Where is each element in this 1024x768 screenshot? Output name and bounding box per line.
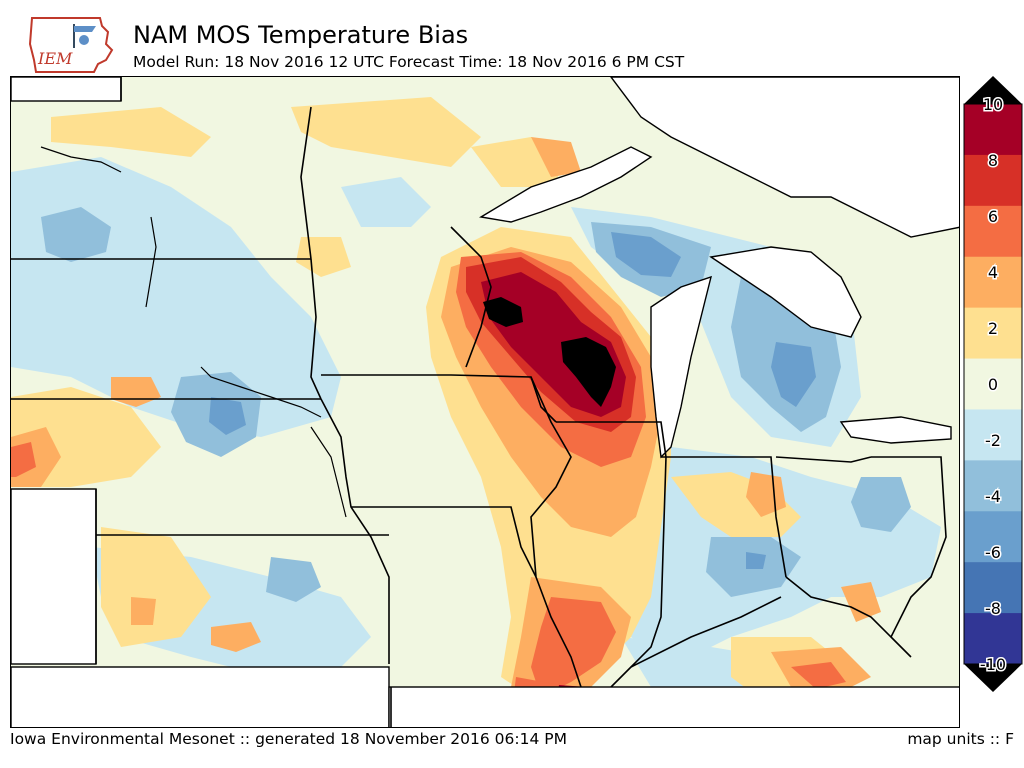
colorbar-tick-label: -8 (985, 599, 1001, 618)
colorbar-tick-label: -6 (985, 543, 1001, 562)
footer-credit: Iowa Environmental Mesonet :: generated … (10, 730, 567, 748)
colorbar-segment (964, 562, 1022, 614)
logo-text: IEM (37, 49, 73, 68)
colorbar-under-triangle (964, 664, 1022, 692)
map-svg (11, 77, 959, 727)
colorbar-segment (964, 154, 1022, 207)
outside-domain (11, 77, 959, 727)
colorbar-outline (963, 103, 1023, 665)
footer-units: map units :: F (907, 730, 1014, 748)
outside-block-south (11, 666, 390, 727)
colorbar-svg: 10 8 6 4 2 0 -2 -4 -6 -8 -10 (963, 76, 1023, 692)
colorbar-segment (964, 511, 1022, 563)
lake-superior (479, 146, 653, 223)
colorbar-segment (964, 205, 1022, 258)
rivers (40, 146, 347, 518)
colorbar-segment (964, 104, 1022, 156)
outside-block-north (11, 77, 122, 102)
colorbar-segment (964, 307, 1022, 360)
colorbar-segment (964, 409, 1022, 461)
state-boundaries (11, 77, 947, 727)
colorbar-segment (964, 460, 1022, 512)
colorbar-tick-label: 2 (988, 319, 998, 338)
outside-block-canada (610, 77, 959, 238)
colorbar-tick-label: 4 (988, 263, 998, 282)
lake-huron (709, 246, 862, 338)
map-subtitle: Model Run: 18 Nov 2016 12 UTC Forecast T… (133, 53, 685, 71)
colorbar-tick-label: -4 (985, 487, 1001, 506)
colorbar-segment (964, 256, 1022, 309)
bias-over-range (483, 297, 616, 407)
colorbar-tick-label: -10 (980, 655, 1006, 674)
colorbar-tick-label: 6 (988, 207, 998, 226)
great-lakes (479, 146, 952, 459)
map-title: NAM MOS Temperature Bias (133, 21, 469, 49)
colorbar-segment (964, 613, 1022, 665)
colorbar-tick-label: 8 (988, 151, 998, 170)
outside-block-west (11, 488, 97, 665)
colorbar: 10 8 6 4 2 0 -2 -4 -6 -8 -10 (962, 76, 1024, 692)
lake-michigan (650, 275, 712, 459)
colorbar-over-triangle (964, 76, 1022, 104)
outside-block-southeast (388, 686, 959, 727)
bias-dark-blue (209, 232, 816, 569)
colorbar-tick-label: 0 (988, 375, 998, 394)
lake-erie (839, 416, 952, 444)
iem-logo: IEM (28, 14, 116, 76)
colorbar-tick-label: 10 (983, 95, 1003, 114)
colorbar-segment (964, 358, 1022, 410)
colorbar-tick-label: -2 (985, 431, 1001, 450)
bias-map (10, 76, 960, 728)
